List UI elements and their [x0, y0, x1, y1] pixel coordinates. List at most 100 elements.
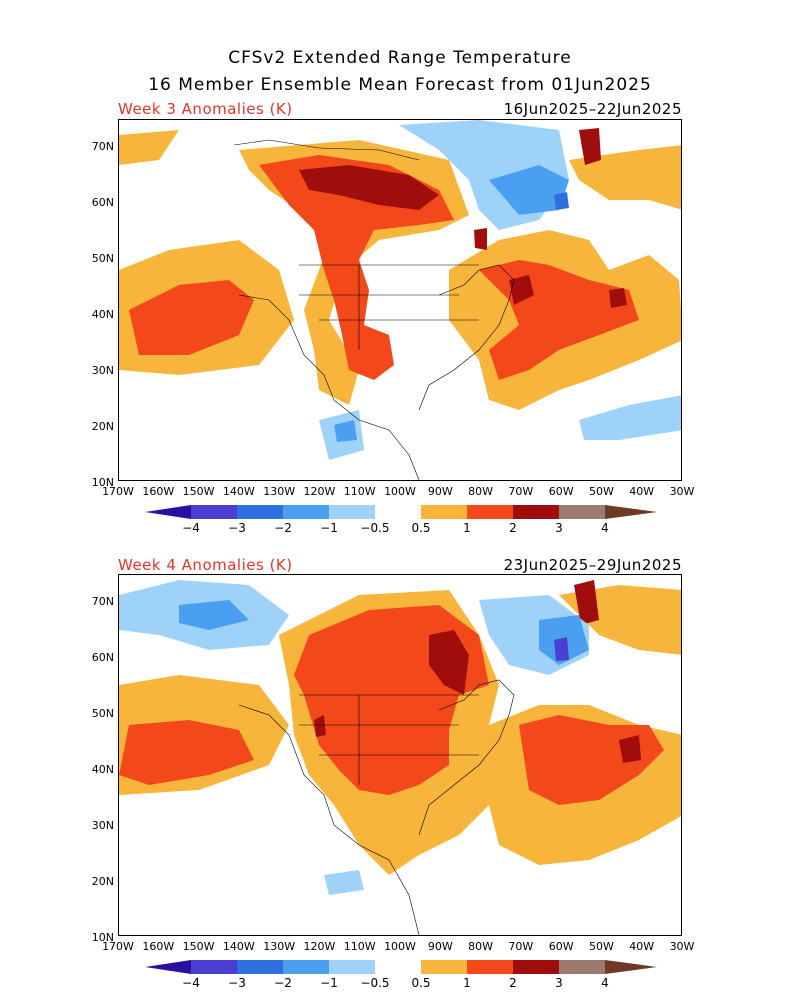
lon-label: 70W [508, 940, 534, 953]
colorbar-week3 [145, 505, 657, 519]
anomaly-warm3-area [314, 715, 326, 737]
chart-title-line1: CFSv2 Extended Range Temperature [228, 48, 572, 68]
colorbar-label: −4 [182, 521, 200, 535]
anomaly-cold2-area [334, 420, 357, 442]
lat-label: 10N [91, 476, 114, 489]
anomaly-warm3-area [579, 128, 601, 165]
anomaly-cold2-area [489, 165, 569, 215]
lat-label: 70N [91, 595, 114, 608]
colorbar-label: −2 [274, 976, 292, 990]
colorbar-label: 3 [555, 976, 563, 990]
lon-label: 130W [263, 485, 296, 498]
lat-label: 30N [91, 819, 114, 832]
lon-label: 110W [343, 485, 376, 498]
lon-label: 100W [384, 940, 416, 953]
anomaly-cold3-area [554, 192, 569, 210]
lon-label: 80W [468, 485, 493, 498]
colorbar-label: −0.5 [360, 976, 390, 990]
lon-label: 50W [588, 940, 614, 953]
colorbar-label: −3 [228, 976, 246, 990]
lon-label: 160W [142, 485, 175, 498]
week3-dates: 16Jun2025–22Jun2025 [503, 100, 682, 118]
coastlines [233, 139, 515, 480]
lat-label: 50N [91, 707, 114, 720]
lon-label: 50W [588, 485, 614, 498]
lat-label: 30N [91, 364, 114, 377]
anomaly-warm3-area [429, 630, 469, 695]
week4-label: Week 4 Anomalies (K) [118, 556, 293, 574]
lon-label: 80W [468, 940, 493, 953]
lon-label: 60W [548, 940, 574, 953]
lon-label: 40W [629, 940, 655, 953]
lat-label: 50N [91, 252, 114, 265]
chart-title-line2: 16 Member Ensemble Mean Forecast from 01… [148, 75, 652, 95]
colorbar-label: −1 [320, 521, 338, 535]
lat-label: 20N [91, 875, 114, 888]
lon-label: 30W [669, 940, 695, 953]
lon-label: 120W [303, 485, 336, 498]
lat-label: 60N [91, 651, 114, 664]
anomaly-warm2-area [129, 280, 254, 355]
lat-label: 40N [91, 308, 114, 321]
lon-label: 40W [629, 485, 655, 498]
lon-label: 60W [548, 485, 574, 498]
lat-label: 40N [91, 763, 114, 776]
colorbar-label: −4 [182, 976, 200, 990]
week4-anomaly-field [119, 580, 681, 935]
lon-label: 90W [427, 940, 453, 953]
anomaly-cold1-area [579, 395, 681, 440]
colorbar-label: 1 [463, 976, 471, 990]
colorbar-label: 0.5 [411, 521, 431, 535]
anomaly-warm3-area [619, 735, 641, 763]
lon-label: 30W [669, 485, 695, 498]
colorbar-label: 3 [555, 521, 563, 535]
lat-label: 60N [91, 196, 114, 209]
lon-label: 170W [102, 485, 134, 498]
week4-map [118, 574, 682, 936]
colorbar-label: −1 [320, 976, 338, 990]
colorbar-label: −3 [228, 521, 246, 535]
lon-label: 140W [222, 940, 255, 953]
anomaly-cold1-area [324, 870, 364, 895]
anomaly-cold2-area [179, 600, 249, 630]
anomaly-warm2-area [519, 715, 664, 805]
anomaly-warm2-area [119, 720, 254, 785]
colorbar-week4 [145, 960, 657, 974]
week4-dates: 23Jun2025–29Jun2025 [503, 556, 682, 574]
coastlines [238, 679, 515, 935]
colorbar-label: 2 [509, 521, 517, 535]
anomaly-warm3-area [299, 165, 439, 210]
lon-label: 70W [508, 485, 534, 498]
lat-label: 20N [91, 420, 114, 433]
week3-map [118, 119, 682, 481]
anomaly-warm1-area [119, 130, 179, 165]
lon-label: 170W [102, 940, 134, 953]
lon-label: 150W [182, 485, 215, 498]
anomaly-warm2-area [259, 155, 454, 380]
anomaly-warm3-area [509, 275, 534, 305]
lat-label: 70N [91, 140, 114, 153]
colorbar-label: 2 [509, 976, 517, 990]
colorbar-label: 4 [601, 521, 609, 535]
lon-label: 130W [263, 940, 296, 953]
lon-label: 140W [222, 485, 255, 498]
lon-label: 110W [343, 940, 376, 953]
colorbar-label: −2 [274, 521, 292, 535]
anomaly-warm3-area [574, 580, 599, 625]
lon-label: 160W [142, 940, 175, 953]
anomaly-warm3-area [474, 228, 487, 250]
colorbar-label: 1 [463, 521, 471, 535]
anomaly-warm1-area [569, 145, 681, 210]
lon-label: 150W [182, 940, 215, 953]
colorbar-label: 0.5 [411, 976, 431, 990]
colorbar-label: −0.5 [360, 521, 390, 535]
anomaly-cold4-area [554, 637, 569, 661]
anomaly-warm3-area [609, 288, 627, 308]
week3-anomaly-field [119, 120, 681, 480]
colorbar-label: 4 [601, 976, 609, 990]
lon-label: 90W [427, 485, 453, 498]
lon-label: 120W [303, 940, 336, 953]
week3-label: Week 3 Anomalies (K) [118, 100, 293, 118]
lon-label: 100W [384, 485, 416, 498]
lat-label: 10N [91, 931, 114, 944]
